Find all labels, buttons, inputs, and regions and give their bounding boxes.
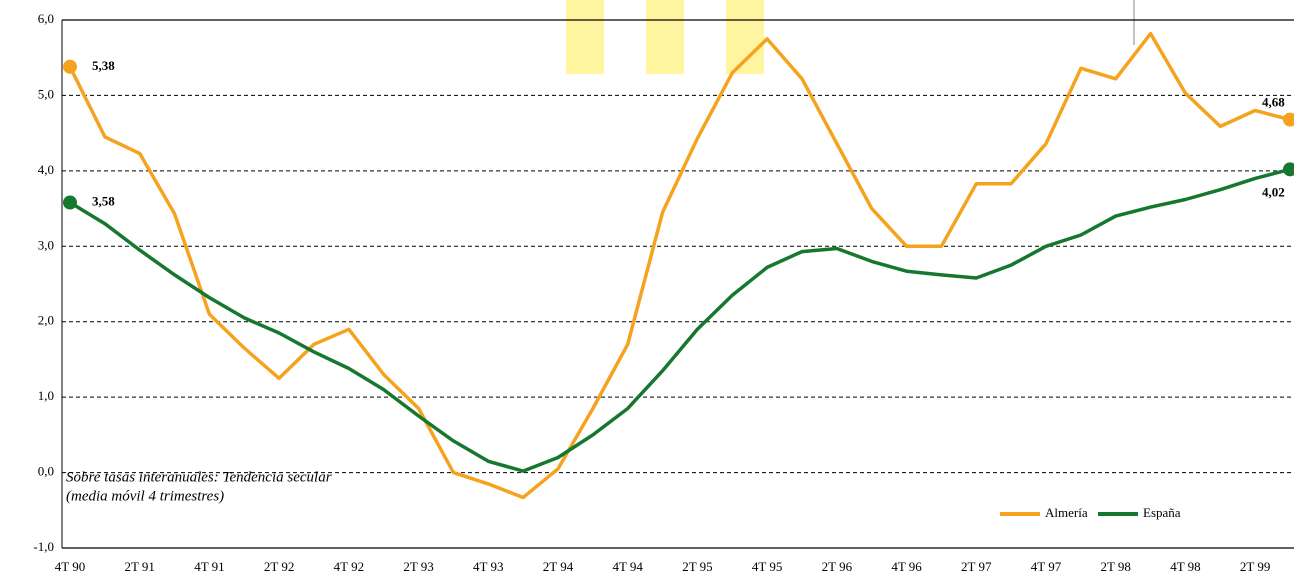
y-tick-label: 3,0: [38, 237, 54, 252]
end-marker: [1283, 162, 1294, 177]
x-tick-label: 2T 96: [822, 559, 853, 574]
x-tick-label: 2T 92: [264, 559, 294, 574]
legend-label: Almería: [1045, 505, 1088, 520]
end-marker: [63, 195, 77, 210]
end-marker: [63, 59, 77, 74]
value-label: 4,68: [1262, 95, 1285, 110]
line-series: [69, 167, 1291, 473]
y-tick-label: 5,0: [38, 86, 54, 101]
x-tick-label: 4T 91: [194, 559, 224, 574]
x-tick-label: 4T 96: [891, 559, 922, 574]
x-tick-label: 4T 92: [334, 559, 364, 574]
x-tick-label: 2T 98: [1100, 559, 1130, 574]
line-series: [68, 31, 1291, 500]
x-tick-label: 4T 95: [752, 559, 782, 574]
value-label: 4,02: [1262, 184, 1285, 199]
legend-label: España: [1143, 505, 1181, 520]
x-tick-label: 2T 94: [543, 559, 574, 574]
y-tick-label: 6,0: [38, 11, 54, 26]
x-tick-label: 4T 90: [55, 559, 85, 574]
y-tick-label: 1,0: [38, 388, 54, 403]
x-tick-label: 4T 93: [473, 559, 503, 574]
annotation: Sobre tasas interanuales: Tendencia secu…: [66, 469, 332, 485]
x-tick-label: 2T 97: [961, 559, 992, 574]
x-tick-label: 2T 93: [403, 559, 433, 574]
y-tick-label: 2,0: [38, 313, 54, 328]
end-marker: [1283, 112, 1294, 127]
value-label: 5,38: [92, 58, 115, 73]
decoration: [646, 0, 684, 74]
annotation: (media móvil 4 trimestres): [66, 488, 224, 504]
y-tick-label: -1,0: [33, 539, 54, 554]
x-tick-label: 2T 99: [1240, 559, 1270, 574]
value-label: 3,58: [92, 194, 115, 209]
x-tick-label: 2T 95: [682, 559, 712, 574]
decoration: [726, 0, 764, 74]
x-tick-label: 4T 94: [612, 559, 643, 574]
x-tick-label: 2T 91: [124, 559, 154, 574]
x-tick-label: 4T 98: [1170, 559, 1200, 574]
y-tick-label: 4,0: [38, 162, 54, 177]
y-tick-label: 0,0: [38, 464, 54, 479]
decoration: [566, 0, 604, 74]
x-tick-label: 4T 97: [1031, 559, 1062, 574]
